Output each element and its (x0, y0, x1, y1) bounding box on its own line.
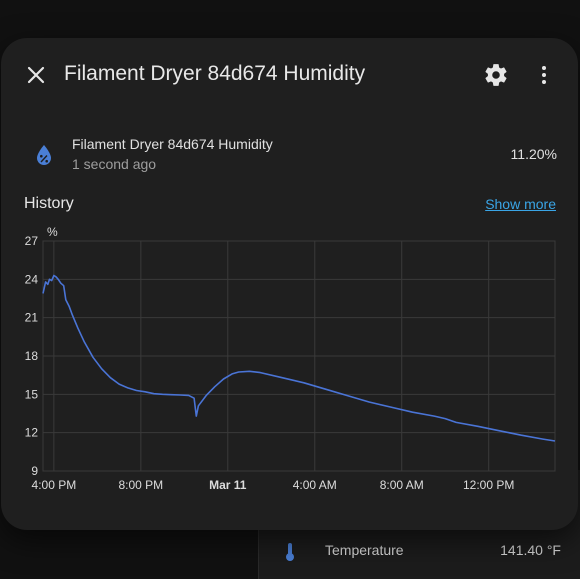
y-tick-label: 18 (25, 349, 39, 363)
y-tick-label: 15 (25, 387, 39, 401)
humidity-series-line (42, 274, 556, 442)
more-vertical-icon[interactable] (531, 62, 557, 88)
y-tick-label: 24 (25, 272, 39, 286)
dialog-title: Filament Dryer 84d674 Humidity (64, 62, 366, 85)
y-tick-label: 27 (25, 234, 39, 248)
temperature-entity-row[interactable]: Temperature 141.40 °F (259, 530, 580, 570)
x-tick-label: 12:00 PM (463, 478, 514, 492)
x-tick-label: 8:00 AM (380, 478, 424, 492)
entity-state: 11.20% (510, 146, 557, 162)
water-percent-icon (35, 144, 53, 171)
x-tick-label: 8:00 PM (118, 478, 163, 492)
last-changed: 1 second ago (72, 156, 157, 172)
close-icon[interactable] (23, 62, 49, 88)
thermometer-icon (283, 542, 297, 567)
x-tick-label: 4:00 PM (32, 478, 77, 492)
show-more-link[interactable]: Show more (485, 196, 556, 212)
x-tick-label: 4:00 AM (293, 478, 337, 492)
y-tick-label: 21 (25, 311, 39, 325)
y-tick-label: 9 (31, 464, 38, 478)
history-title: History (24, 195, 74, 212)
y-axis-unit: % (47, 225, 58, 239)
y-tick-label: 12 (25, 426, 39, 440)
temperature-label: Temperature (325, 542, 404, 558)
entity-name: Filament Dryer 84d674 Humidity (72, 136, 273, 152)
x-tick-label: Mar 11 (209, 478, 247, 492)
temperature-value: 141.40 °F (500, 542, 561, 558)
gear-icon[interactable] (483, 62, 509, 88)
more-info-dialog: Filament Dryer 84d674 Humidity Filament … (1, 38, 578, 530)
entity-row[interactable]: Filament Dryer 84d674 Humidity 1 second … (23, 133, 558, 177)
